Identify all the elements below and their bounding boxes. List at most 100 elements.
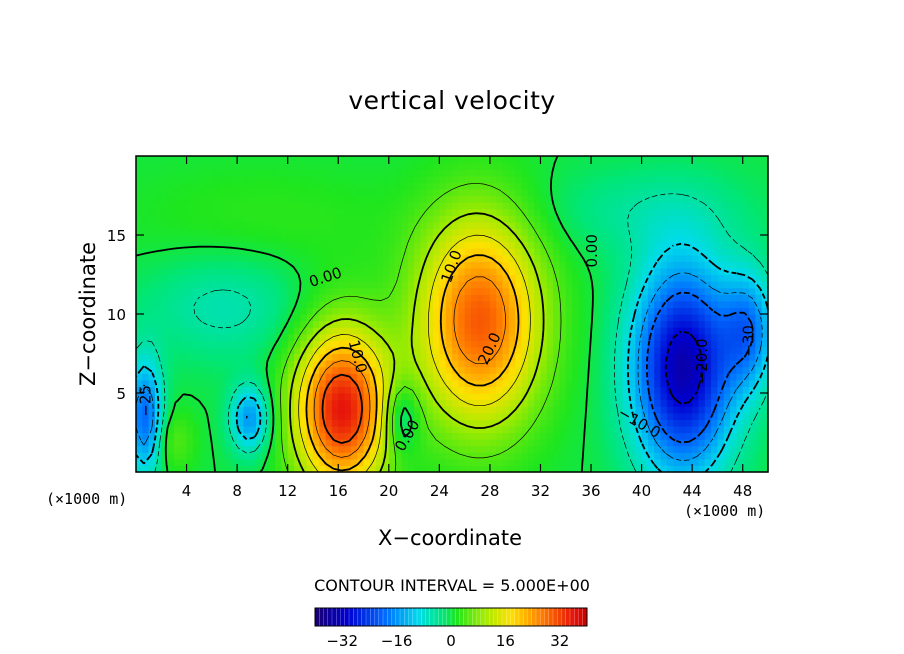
field-cell	[540, 419, 548, 427]
field-cell	[325, 162, 333, 170]
field-cell	[268, 215, 276, 223]
field-cell	[281, 254, 289, 262]
field-cell	[186, 432, 194, 440]
field-cell	[407, 215, 415, 223]
field-cell	[527, 393, 535, 401]
field-cell	[610, 307, 617, 315]
field-cell	[508, 439, 516, 447]
field-cell	[464, 248, 472, 256]
field-cell	[199, 373, 207, 381]
field-cell	[610, 267, 617, 276]
field-cell	[256, 228, 263, 236]
field-cell	[603, 406, 611, 414]
field-cell	[136, 248, 143, 256]
field-cell	[167, 452, 175, 460]
field-cell	[711, 294, 719, 302]
field-cell	[142, 156, 150, 164]
field-cell	[287, 208, 295, 216]
field-cell	[534, 419, 542, 427]
field-cell	[553, 248, 561, 256]
x-tick-label: 36	[581, 482, 600, 500]
field-cell	[635, 188, 643, 197]
field-cell	[692, 169, 700, 177]
field-cell	[275, 274, 282, 282]
field-cell	[635, 281, 643, 289]
field-cell	[521, 439, 529, 447]
field-cell	[268, 379, 276, 388]
field-cell	[167, 465, 175, 473]
field-cell	[395, 340, 403, 348]
field-cell	[268, 439, 276, 447]
field-cell	[603, 452, 611, 460]
field-cell	[357, 320, 365, 328]
field-cell	[376, 406, 384, 414]
field-cell	[275, 439, 282, 447]
field-cell	[660, 346, 668, 355]
field-cell	[647, 241, 655, 249]
field-cell	[692, 267, 700, 276]
field-cell	[395, 235, 403, 243]
field-cell	[603, 188, 611, 197]
field-cell	[591, 175, 598, 183]
field-cell	[161, 208, 169, 216]
field-cell	[395, 202, 403, 210]
field-cell	[420, 287, 428, 295]
field-cell	[211, 294, 219, 302]
field-cell	[414, 294, 421, 302]
field-cell	[173, 228, 181, 236]
field-cell	[294, 425, 301, 434]
field-cell	[452, 182, 459, 190]
field-cell	[180, 445, 188, 453]
field-cell	[628, 235, 636, 243]
field-cell	[211, 300, 219, 309]
field-cell	[142, 425, 150, 434]
field-cell	[578, 274, 586, 282]
field-cell	[300, 208, 308, 216]
field-cell	[338, 432, 346, 440]
field-cell	[230, 393, 238, 401]
field-cell	[452, 228, 459, 236]
field-cell	[698, 254, 706, 262]
field-cell	[142, 353, 150, 361]
field-cell	[173, 248, 181, 256]
field-cell	[306, 445, 314, 453]
field-cell	[698, 432, 706, 440]
field-cell	[578, 235, 586, 243]
field-cell	[407, 366, 415, 374]
field-cell	[192, 195, 200, 203]
field-cell	[142, 452, 150, 460]
field-cell	[736, 287, 744, 295]
field-cell	[477, 281, 485, 289]
field-cell	[736, 248, 744, 256]
field-cell	[711, 182, 719, 190]
field-cell	[698, 195, 706, 203]
colorbar-segment	[438, 607, 444, 627]
field-cell	[350, 399, 358, 407]
field-cell	[439, 195, 447, 203]
field-cell	[628, 294, 636, 302]
field-cell	[540, 432, 548, 440]
field-cell	[711, 452, 719, 460]
field-cell	[154, 274, 162, 282]
field-cell	[173, 156, 181, 164]
field-cell	[635, 419, 643, 427]
field-cell	[730, 221, 737, 230]
field-cell	[635, 412, 643, 420]
field-cell	[439, 379, 447, 388]
field-cell	[420, 393, 428, 401]
field-cell	[439, 162, 447, 170]
field-cell	[578, 314, 586, 322]
field-cell	[173, 465, 181, 473]
field-cell	[211, 241, 219, 249]
field-cell	[306, 406, 314, 414]
field-cell	[401, 162, 409, 170]
field-cell	[192, 360, 200, 368]
field-cell	[224, 208, 232, 216]
field-cell	[268, 412, 276, 420]
field-cell	[736, 188, 744, 197]
field-cell	[534, 465, 542, 473]
field-cell	[338, 314, 346, 322]
field-cell	[711, 346, 719, 355]
field-cell	[312, 195, 320, 203]
field-cell	[369, 208, 377, 216]
